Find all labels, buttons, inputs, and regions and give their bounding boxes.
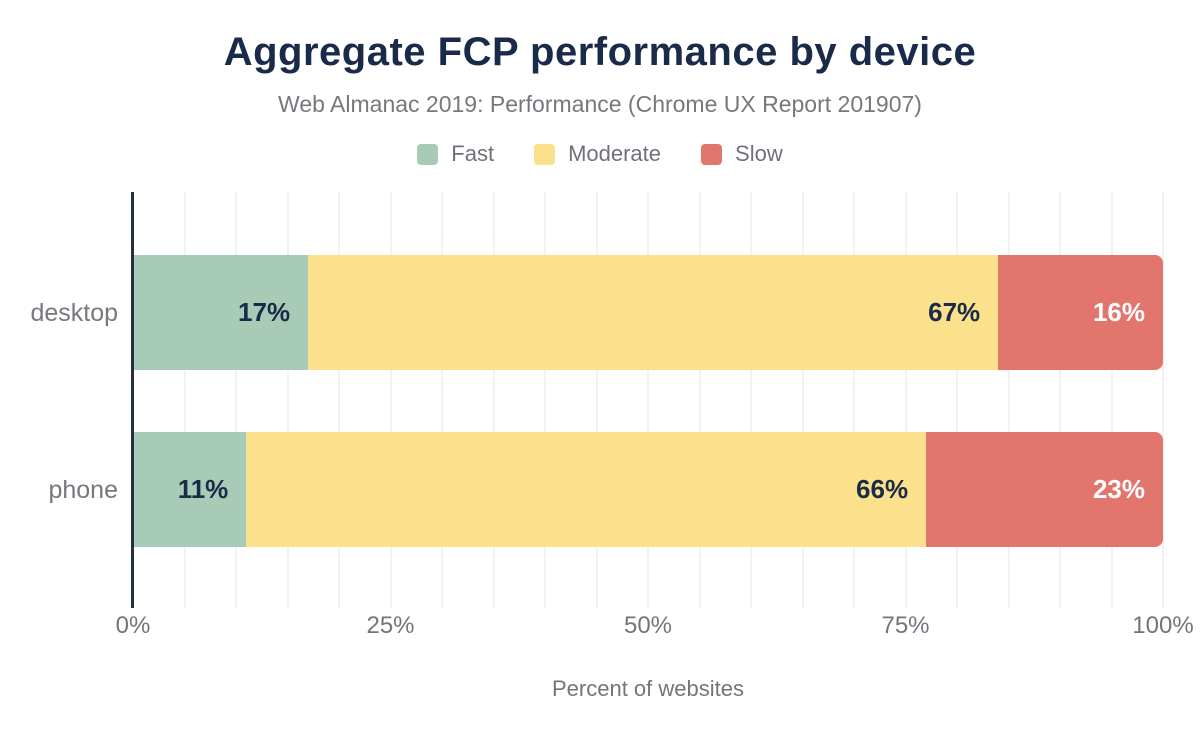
chart-subtitle: Web Almanac 2019: Performance (Chrome UX… [278,91,922,117]
y-axis-line [131,192,134,608]
value-label-desktop-slow: 16% [1092,297,1145,327]
category-label-desktop: desktop [30,298,118,327]
gridline [235,192,237,608]
gridline [595,192,598,608]
gridline [183,192,186,608]
gridline [904,192,907,608]
legend-item-moderate: Moderate [534,141,661,167]
gridline [853,192,855,608]
segment-desktop-slow: 16% [998,255,1163,370]
x-tick-75: 75% [881,612,930,639]
segment-phone-moderate: 66% [246,432,927,547]
value-label-desktop-fast: 17% [238,297,291,327]
plot-area: 17% 67% 16% 11% 66% 23% [131,192,1164,608]
gridline [492,192,495,608]
slow-swatch-icon [701,143,723,165]
segment-phone-fast: 11% [133,432,247,547]
legend-label-fast: Fast [451,141,495,166]
x-tick-0: 0% [115,612,151,639]
bar-phone: 11% 66% 23% [133,432,1163,547]
x-tick-50: 50% [623,612,673,639]
legend-label-moderate: Moderate [568,141,662,166]
chart-title: Aggregate FCP performance by device [223,30,977,74]
segment-desktop-moderate: 67% [308,255,999,370]
gridline [956,192,958,608]
value-label-phone-slow: 23% [1092,474,1145,504]
x-tick-100: 100% [1132,612,1194,639]
x-tick-25: 25% [366,612,415,639]
gridline [698,192,701,608]
legend-item-fast: Fast [417,141,494,167]
gridline [544,192,546,608]
gridline [1162,192,1164,608]
bar-desktop: 17% 67% 16% [133,255,1163,370]
gridline [441,192,443,608]
value-label-phone-moderate: 66% [856,474,909,504]
gridline [647,192,649,608]
gridline [338,192,340,608]
legend-item-slow: Slow [701,141,783,167]
gridline [389,192,392,608]
value-label-phone-fast: 11% [177,474,229,504]
gridline [286,192,289,608]
gridline [801,192,804,608]
gridline [1059,192,1061,608]
gridline [1007,192,1010,608]
moderate-swatch-icon [534,143,556,165]
gridline [750,192,752,608]
category-label-phone: phone [48,475,118,504]
segment-desktop-fast: 17% [133,255,309,370]
segment-phone-slow: 23% [926,432,1163,547]
legend-label-slow: Slow [735,141,783,166]
value-label-desktop-moderate: 67% [928,297,981,327]
fast-swatch-icon [417,143,439,165]
x-axis-title: Percent of websites [552,676,744,701]
x-axis: 0% 25% 50% 75% 100% [116,612,1194,644]
legend: Fast Moderate Slow [0,141,1200,167]
gridline [1110,192,1113,608]
